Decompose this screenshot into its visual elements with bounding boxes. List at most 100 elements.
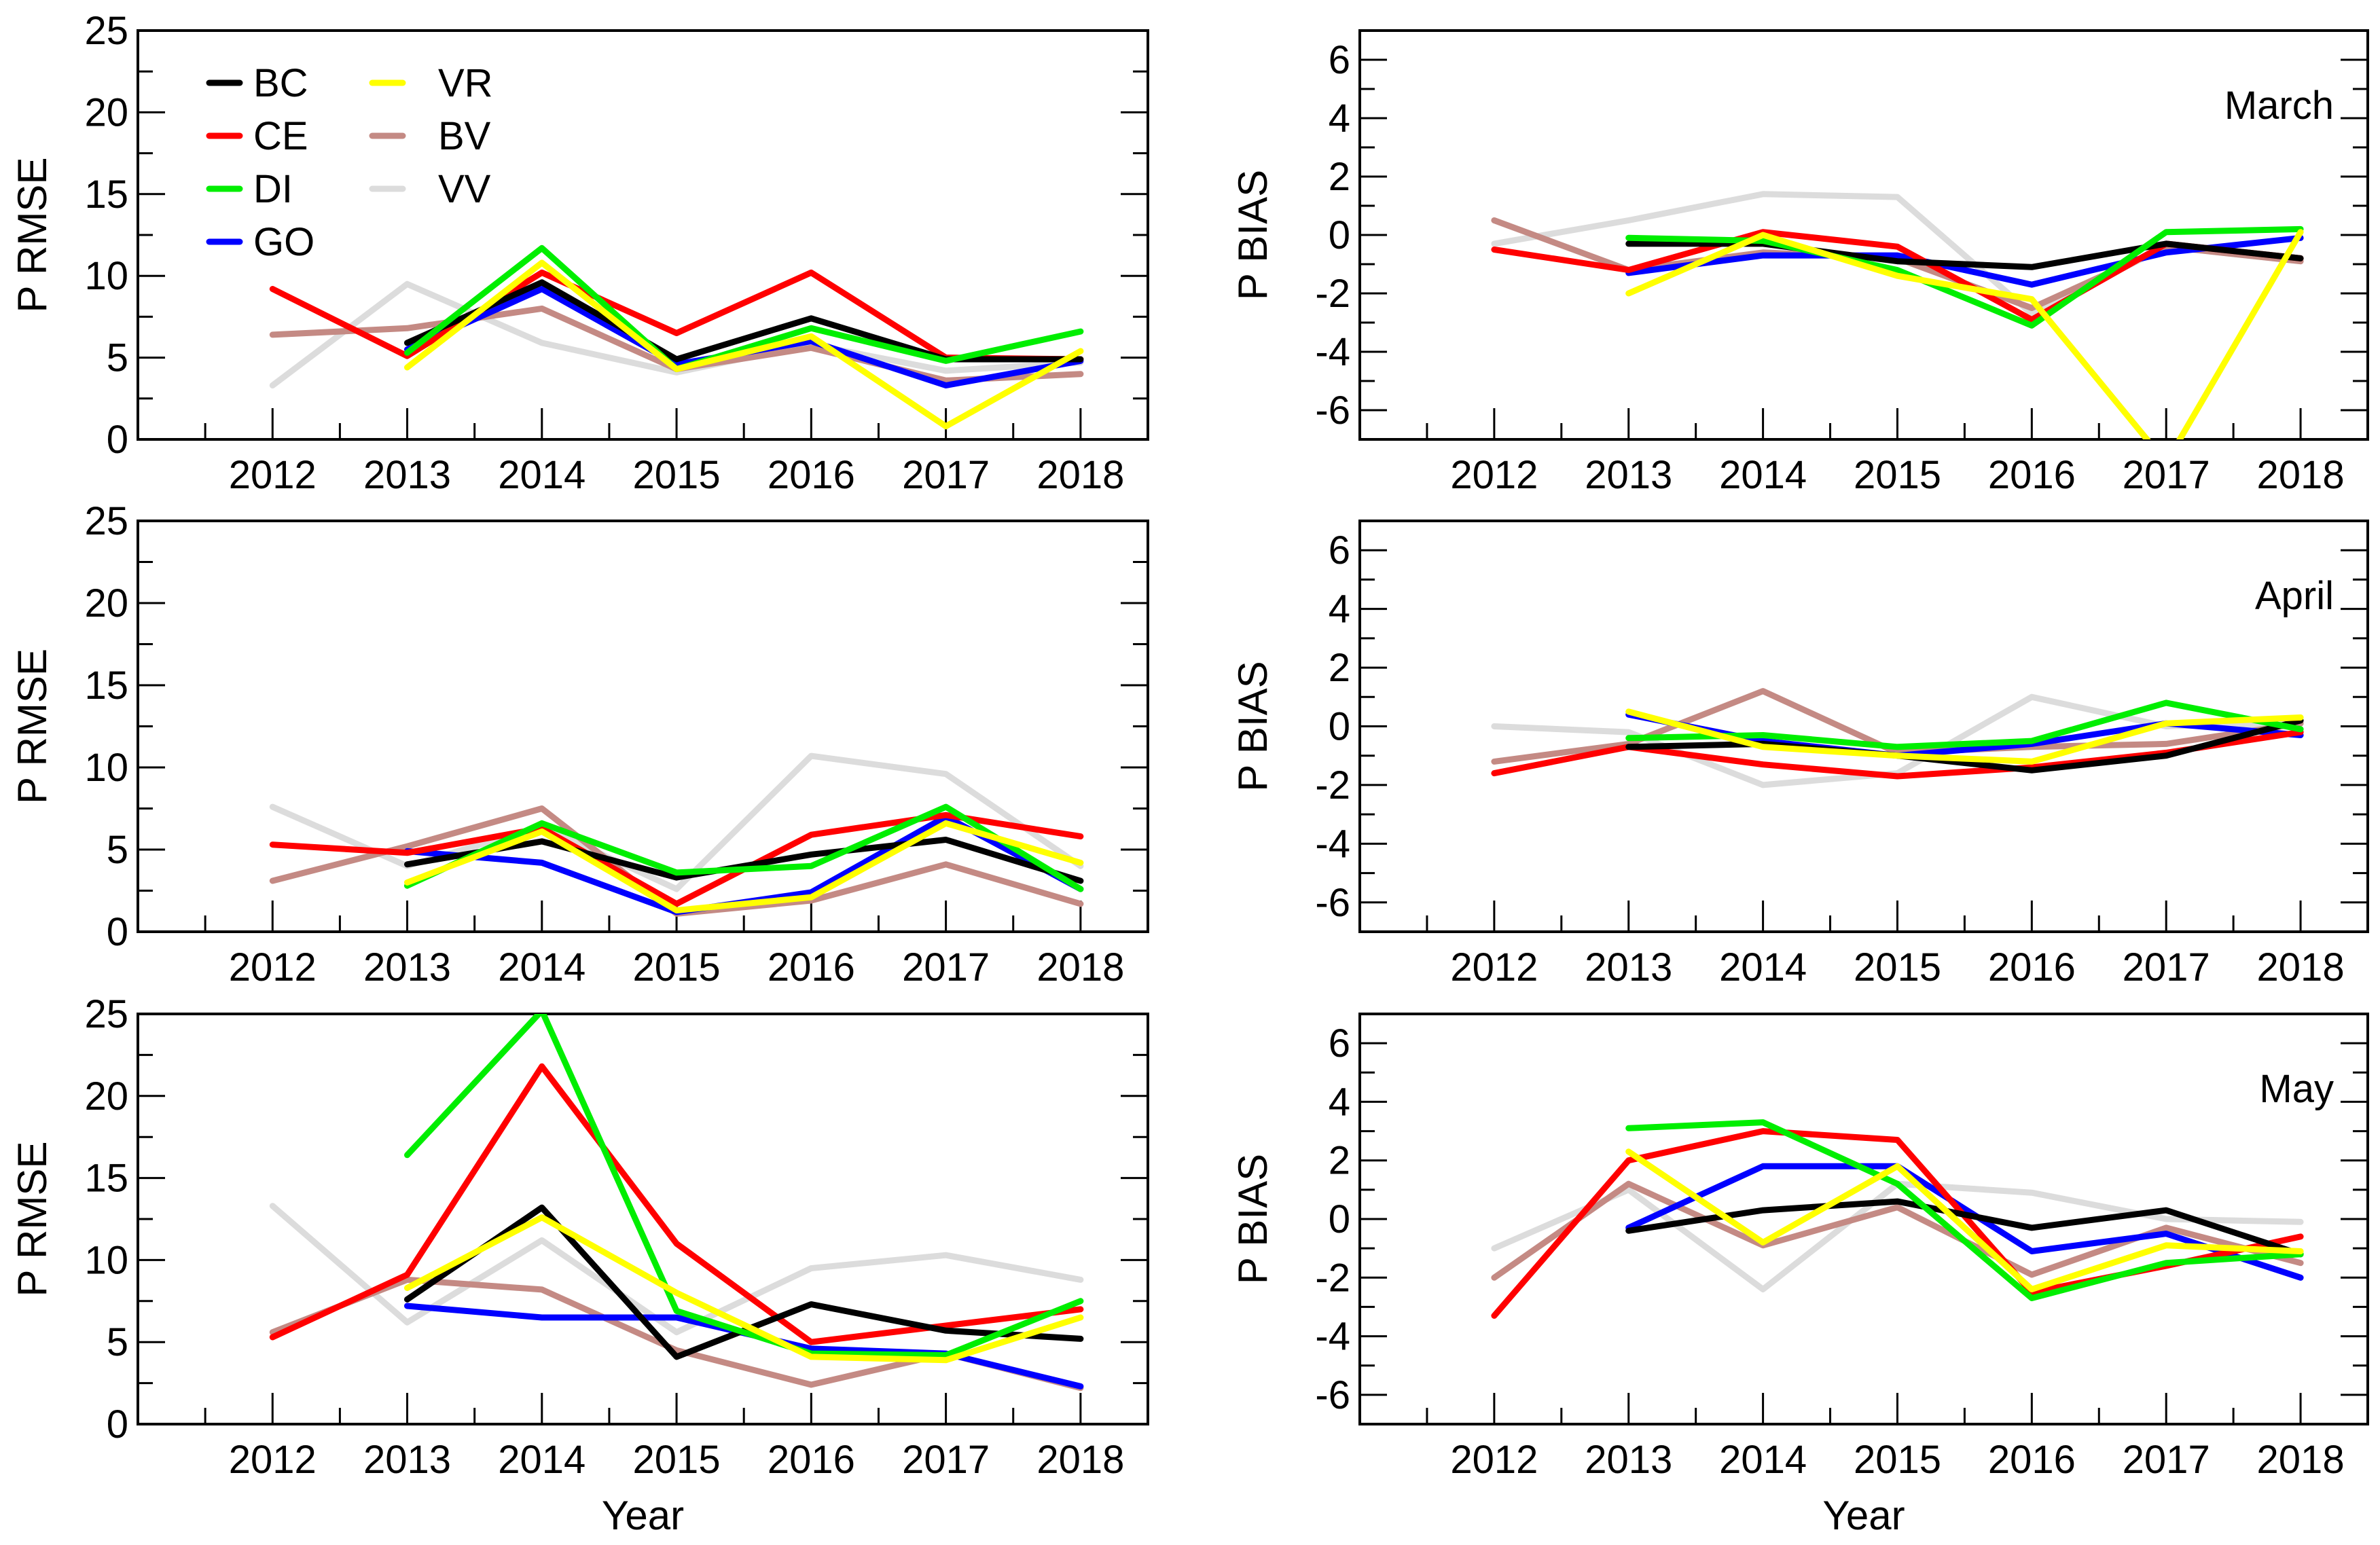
- y-tick-label: 15: [84, 664, 128, 708]
- series-line-vr: [404, 1214, 1084, 1364]
- legend-label-bv: BV: [438, 114, 491, 158]
- series-line-bc: [404, 837, 1084, 884]
- series-line-bv: [1491, 1180, 2304, 1281]
- y-tick-label: 6: [1329, 38, 1350, 82]
- series-line-bc: [1625, 717, 2304, 774]
- series-line-ce: [269, 1063, 1084, 1345]
- y-tick-label: 25: [84, 992, 128, 1036]
- y-tick-label: 5: [107, 1320, 128, 1364]
- x-tick-label: 2017: [2123, 945, 2210, 989]
- legend-label-vv: VV: [438, 167, 491, 211]
- y-tick-label: 2: [1329, 155, 1350, 199]
- legend-label-go: GO: [253, 220, 314, 264]
- x-tick-label: 2016: [768, 453, 855, 497]
- x-tick-label: 2014: [1719, 453, 1807, 497]
- x-tick-label: 2012: [229, 453, 317, 497]
- y-tick-label: 0: [1329, 213, 1350, 257]
- month-label: May: [2259, 1067, 2334, 1111]
- x-tick-label: 2018: [1036, 1438, 1124, 1482]
- x-tick-label: 2013: [363, 453, 451, 497]
- x-tick-label: 2012: [1450, 945, 1538, 989]
- y-tick-label: 0: [107, 418, 128, 462]
- series-line-vr: [1625, 229, 2304, 439]
- x-tick-label: 2012: [229, 1438, 317, 1482]
- series-line-di: [404, 244, 1084, 372]
- x-tick-label: 2017: [902, 945, 990, 989]
- y-tick-label: 0: [107, 910, 128, 954]
- x-tick-label: 2017: [902, 453, 990, 497]
- x-tick-label: 2015: [633, 1438, 721, 1482]
- y-tick-label: 10: [84, 746, 128, 790]
- series-line-di: [404, 803, 1084, 892]
- x-tick-label: 2016: [768, 945, 855, 989]
- series-line-di: [1625, 699, 2304, 750]
- legend: BC CE DI GO VR BV VV: [206, 61, 493, 264]
- x-tick-label: 2018: [2257, 945, 2345, 989]
- y-axis-label: P BIAS: [1230, 661, 1276, 791]
- y-tick-label: -2: [1315, 763, 1350, 807]
- series-line-go: [404, 1303, 1084, 1389]
- y-tick-label: -2: [1315, 1256, 1350, 1300]
- x-tick-label: 2012: [1450, 453, 1538, 497]
- series-group: [1491, 1119, 2304, 1319]
- x-tick-label: 2016: [1988, 453, 2076, 497]
- panel-bias-may: 2012 2013 2014 2015 2016 2017 2018 -6 -4 -2 0 2 4 6 P …: [1230, 1013, 2369, 1538]
- x-tick-label: 2018: [2257, 453, 2345, 497]
- y-tick-label: 20: [84, 1074, 128, 1119]
- y-tick-label: 25: [84, 9, 128, 53]
- y-tick-label: -4: [1315, 330, 1350, 374]
- series-line-vr: [404, 820, 1084, 913]
- legend-label-di: DI: [253, 167, 293, 211]
- series-line-ce: [269, 812, 1084, 907]
- month-label: April: [2255, 574, 2334, 618]
- y-tick-label: 15: [84, 172, 128, 217]
- y-axis-label: P BIAS: [1230, 170, 1276, 300]
- panel-rmse-april: 2012 2013 2014 2015 2016 2017 2018 0 5 10 15 20 25 P …: [10, 499, 1149, 989]
- y-tick-label: -6: [1315, 881, 1350, 925]
- x-axis-label: Year: [602, 1493, 684, 1538]
- x-tick-label: 2018: [1036, 453, 1124, 497]
- month-label: March: [2224, 84, 2334, 128]
- x-tick-label: 2013: [1585, 453, 1672, 497]
- x-tick-label: 2017: [902, 1438, 990, 1482]
- legend-label-ce: CE: [253, 114, 308, 158]
- y-tick-label: -2: [1315, 272, 1350, 316]
- y-tick-label: 5: [107, 828, 128, 872]
- y-tick-label: 6: [1329, 1021, 1350, 1066]
- y-tick-label: -4: [1315, 822, 1350, 866]
- panel-bias-march: 2012 2013 2014 2015 2016 2017 2018 -6 -4 -2 0 2 4 6 P …: [1230, 29, 2369, 497]
- x-tick-label: 2015: [1854, 453, 1941, 497]
- series-line-go: [1625, 234, 2304, 288]
- y-tick-label: 0: [1329, 1197, 1350, 1241]
- x-tick-label: 2018: [2257, 1438, 2345, 1482]
- series-group: [269, 752, 1084, 917]
- y-tick-label: -4: [1315, 1315, 1350, 1359]
- x-tick-label: 2012: [229, 945, 317, 989]
- x-tick-label: 2015: [633, 945, 721, 989]
- y-tick-label: 15: [84, 1157, 128, 1201]
- y-tick-label: 6: [1329, 528, 1350, 572]
- x-tick-label: 2013: [1585, 1438, 1672, 1482]
- y-tick-label: 0: [107, 1402, 128, 1447]
- series-line-vr: [1625, 708, 2304, 765]
- x-tick-label: 2015: [1854, 945, 1941, 989]
- y-tick-label: 0: [1329, 705, 1350, 749]
- panel-rmse-march: 2012 2013 2014 2015 2016 2017 2018 0 5 10 15 20 25 P …: [10, 9, 1149, 497]
- y-axis-label: P RMSE: [10, 158, 55, 313]
- y-tick-label: 5: [107, 336, 128, 380]
- series-group: [269, 1014, 1084, 1392]
- x-tick-label: 2017: [2123, 1438, 2210, 1482]
- series-group: [1491, 688, 2304, 788]
- y-tick-label: 20: [84, 90, 128, 134]
- x-tick-label: 2014: [498, 1438, 585, 1482]
- panel-rmse-may: 2012 2013 2014 2015 2016 2017 2018 0 5 10 15 20 25 P …: [10, 992, 1149, 1538]
- series-line-vr: [1625, 1148, 2304, 1292]
- x-tick-label: 2016: [1988, 945, 2076, 989]
- x-tick-label: 2013: [1585, 945, 1672, 989]
- y-tick-label: 2: [1329, 1139, 1350, 1183]
- y-tick-label: 2: [1329, 646, 1350, 690]
- panel-bias-april: 2012 2013 2014 2015 2016 2017 2018 -6 -4 -2 0 2 4 6 P …: [1230, 520, 2369, 989]
- y-axis-label: P RMSE: [10, 1142, 55, 1297]
- series-line-vv: [269, 280, 1084, 388]
